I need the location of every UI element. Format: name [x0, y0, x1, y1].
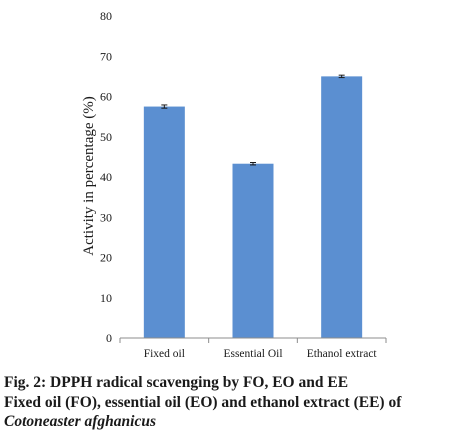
x-axis: Fixed oil Essential Oil Ethanol extract	[119, 337, 387, 360]
figure-caption-title: Fig. 2: DPPH radical scavenging by FO, E…	[4, 374, 349, 391]
y-tick-label: 40	[100, 170, 112, 184]
error-bar	[250, 162, 256, 166]
y-tick-label: 80	[100, 9, 112, 23]
y-tick-label: 50	[100, 130, 112, 144]
y-tick-label: 60	[100, 90, 112, 104]
bar	[143, 106, 185, 338]
x-tick-label: Ethanol extract	[307, 348, 378, 360]
y-tick-label: 10	[100, 291, 112, 305]
bar	[232, 163, 274, 338]
y-axis: 0 10 20 30 40 50 60 70 80	[100, 9, 112, 345]
figure-caption-species: Cotoneaster afghanicus	[4, 413, 157, 430]
figure-caption-description: Fixed oil (FO), essential oil (EO) and e…	[4, 394, 402, 411]
y-axis-label: Activity in percentage (%)	[81, 96, 97, 256]
error-bar	[338, 74, 345, 79]
error-bar	[161, 104, 168, 109]
bars	[143, 74, 363, 338]
y-tick-label: 0	[106, 331, 112, 345]
x-tick-label: Fixed oil	[144, 348, 185, 360]
y-tick-label: 30	[100, 210, 112, 224]
bar	[321, 76, 363, 338]
y-tick-label: 20	[100, 251, 112, 265]
bar-chart: 0 10 20 30 40 50 60 70 80 Fixed oil Essential Oil…	[81, 9, 387, 360]
x-tick-label: Essential Oil	[223, 348, 282, 360]
y-tick-label: 70	[100, 49, 112, 63]
